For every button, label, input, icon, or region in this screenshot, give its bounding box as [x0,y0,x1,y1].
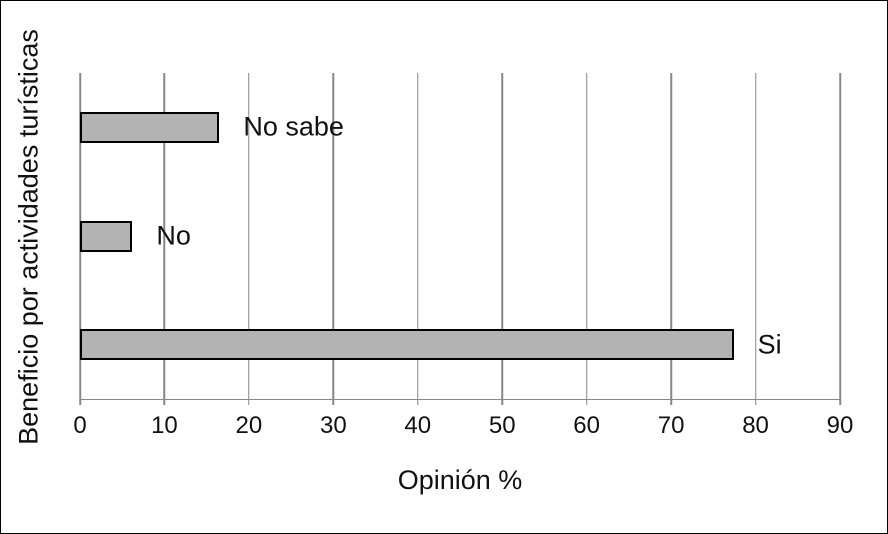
bar-si [80,329,734,361]
x-tick-label-60: 60 [573,412,601,439]
x-tick-label-10: 10 [151,412,178,439]
x-tick-mark-80 [754,399,757,405]
gridline-40 [417,73,419,399]
x-tick-mark-50 [501,399,503,405]
bar-label-si: Si [757,329,782,360]
x-tick-mark-90 [839,399,841,405]
gridline-80 [754,73,757,399]
x-tick-label-90: 90 [826,412,854,439]
bar-no-sabe [80,111,220,143]
plot-area: 0 10 20 30 40 50 60 70 80 90 No sabe No Si [73,73,853,438]
x-tick-mark-40 [417,399,419,405]
x-tick-label-80: 80 [742,412,769,439]
bar-label-no: No [156,220,191,251]
x-tick-mark-70 [670,399,672,405]
gridline-90 [839,73,841,399]
gridline-20 [248,73,250,399]
x-tick-label-40: 40 [404,412,432,439]
gridline-30 [332,73,335,399]
x-tick-mark-30 [332,399,335,405]
x-tick-label-20: 20 [235,412,263,439]
x-tick-mark-10 [163,399,166,405]
gridline-60 [585,73,588,399]
y-axis-title: Beneficio por actividades turísticas [13,29,44,445]
x-tick-label-0: 0 [73,412,87,439]
x-tick-label-70: 70 [657,412,685,439]
x-tick-mark-60 [585,399,588,405]
x-tick-mark-20 [248,399,250,405]
x-tick-label-30: 30 [319,412,347,439]
gridline-50 [501,73,503,399]
gridline-10 [163,73,166,399]
bar-label-no-sabe: No sabe [243,111,344,142]
gridline-70 [670,73,672,399]
x-tick-mark-0 [79,399,81,405]
bar-no [80,220,133,252]
x-tick-label-50: 50 [488,412,516,439]
x-axis-title: Opinión % [397,465,523,495]
